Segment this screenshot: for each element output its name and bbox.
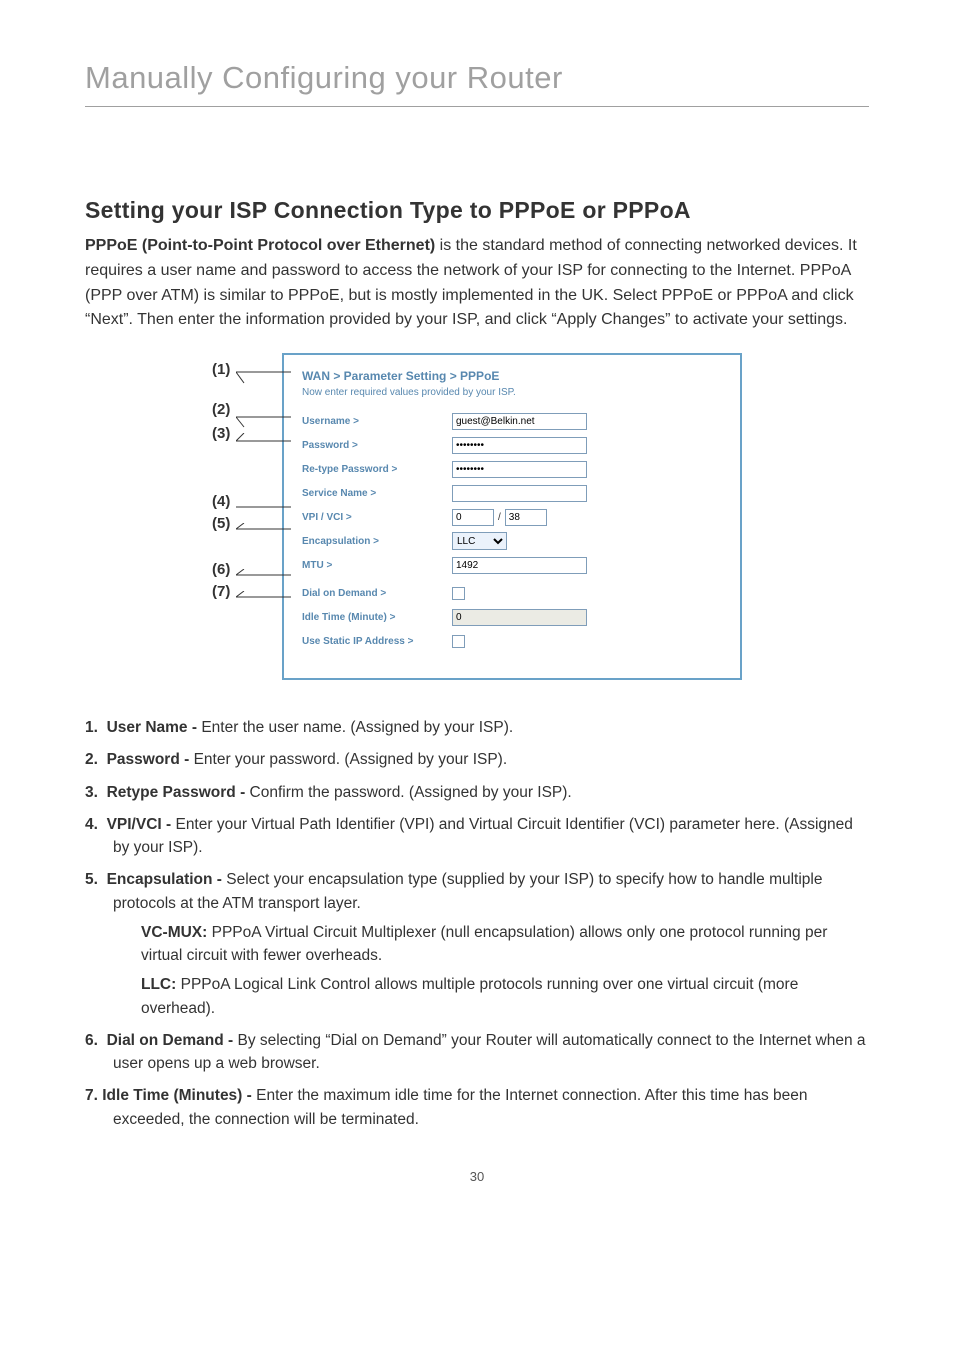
label-username: Username >	[302, 416, 452, 427]
row-dial: Dial on Demand >	[302, 582, 722, 604]
row-password: Password >	[302, 434, 722, 456]
callout-3: (3)	[212, 425, 230, 442]
list-item-1: 1. User Name - Enter the user name. (Ass…	[85, 716, 869, 739]
callout-6: (6)	[212, 561, 230, 578]
row-mtu: MTU >	[302, 554, 722, 576]
row-username: Username >	[302, 410, 722, 432]
callout-5: (5)	[212, 515, 230, 532]
input-password[interactable]	[452, 437, 587, 454]
row-static: Use Static IP Address >	[302, 630, 722, 652]
list-item-7: 7. Idle Time (Minutes) - Enter the maxim…	[85, 1084, 869, 1131]
vpivci-slash: /	[498, 512, 501, 523]
page-title: Manually Configuring your Router	[85, 60, 869, 107]
row-service: Service Name >	[302, 482, 722, 504]
list-item-5: 5. Encapsulation - Select your encapsula…	[85, 868, 869, 1020]
label-static: Use Static IP Address >	[302, 636, 452, 647]
select-encap[interactable]: LLC	[452, 532, 507, 550]
input-mtu[interactable]	[452, 557, 587, 574]
label-vpivci: VPI / VCI >	[302, 512, 452, 523]
label-encap: Encapsulation >	[302, 536, 452, 547]
label-idle: Idle Time (Minute) >	[302, 612, 452, 623]
list-item-2: 2. Password - Enter your password. (Assi…	[85, 748, 869, 771]
checkbox-dial[interactable]	[452, 587, 465, 600]
list-item-5-vcmux: VC-MUX: PPPoA Virtual Circuit Multiplexe…	[113, 921, 869, 968]
input-vci[interactable]	[505, 509, 547, 526]
callout-7: (7)	[212, 583, 230, 600]
list-item-5-llc: LLC: PPPoA Logical Link Control allows m…	[113, 973, 869, 1020]
label-service: Service Name >	[302, 488, 452, 499]
shot-subtitle: Now enter required values provided by yo…	[302, 387, 722, 398]
row-retype: Re-type Password >	[302, 458, 722, 480]
shot-title: WAN > Parameter Setting > PPPoE	[302, 369, 722, 383]
label-retype: Re-type Password >	[302, 464, 452, 475]
input-service[interactable]	[452, 485, 587, 502]
callout-2: (2)	[212, 401, 230, 418]
list-item-4: 4. VPI/VCI - Enter your Virtual Path Ide…	[85, 813, 869, 860]
screenshot-wrapper: (1) (2) (3) (4) (5) (6) (7) WAN > Parame…	[212, 353, 742, 680]
settings-screenshot: WAN > Parameter Setting > PPPoE Now ente…	[282, 353, 742, 680]
checkbox-static[interactable]	[452, 635, 465, 648]
numbered-list: 1. User Name - Enter the user name. (Ass…	[85, 716, 869, 1131]
intro-paragraph: PPPoE (Point-to-Point Protocol over Ethe…	[85, 234, 869, 333]
section-heading: Setting your ISP Connection Type to PPPo…	[85, 197, 869, 224]
page-number: 30	[85, 1169, 869, 1184]
label-dial: Dial on Demand >	[302, 588, 452, 599]
row-vpivci: VPI / VCI > /	[302, 506, 722, 528]
label-mtu: MTU >	[302, 560, 452, 571]
input-retype[interactable]	[452, 461, 587, 478]
callout-4: (4)	[212, 493, 230, 510]
row-encap: Encapsulation > LLC	[302, 530, 722, 552]
callout-1: (1)	[212, 361, 230, 378]
list-item-3: 3. Retype Password - Confirm the passwor…	[85, 781, 869, 804]
label-password: Password >	[302, 440, 452, 451]
input-username[interactable]	[452, 413, 587, 430]
list-item-6: 6. Dial on Demand - By selecting “Dial o…	[85, 1029, 869, 1076]
input-idle[interactable]	[452, 609, 587, 626]
input-vpi[interactable]	[452, 509, 494, 526]
intro-bold: PPPoE (Point-to-Point Protocol over Ethe…	[85, 237, 435, 254]
row-idle: Idle Time (Minute) >	[302, 606, 722, 628]
